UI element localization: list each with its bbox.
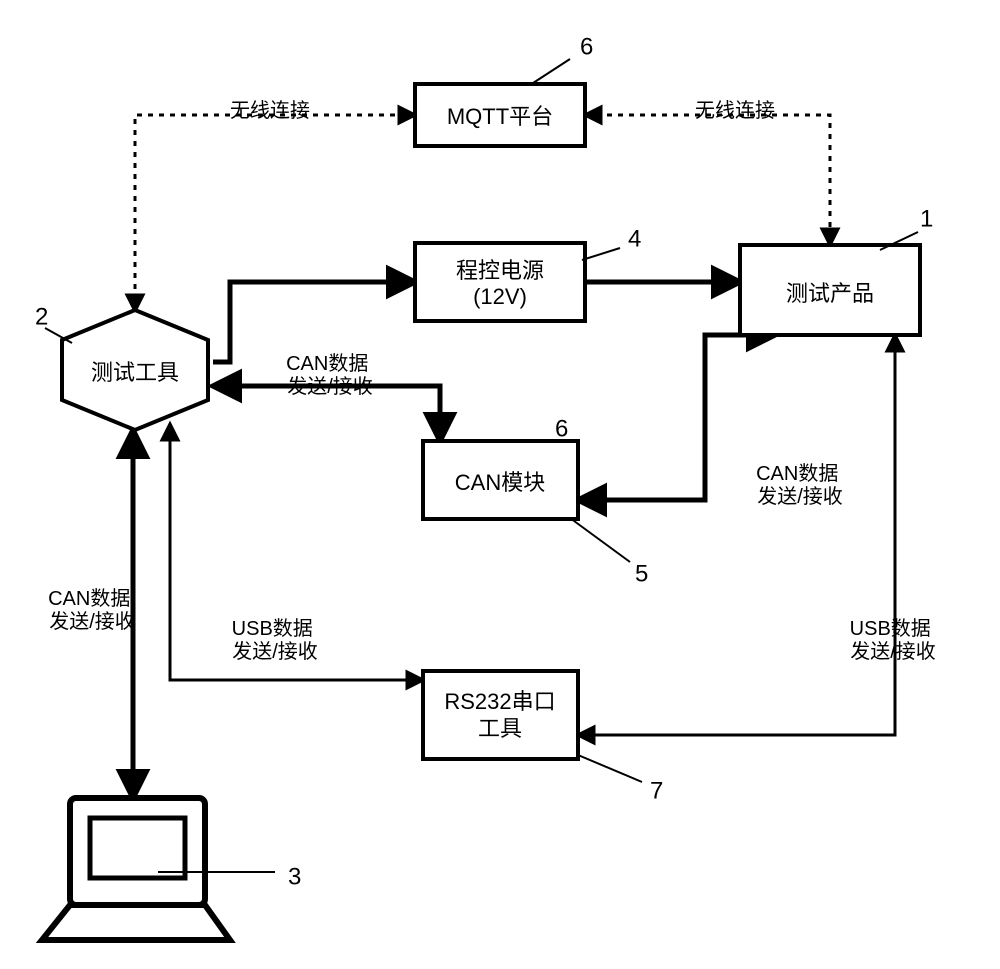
svg-text:(12V): (12V) — [473, 284, 527, 309]
laptop-icon — [42, 798, 230, 940]
node-rs232: RS232串口 工具 — [423, 671, 578, 759]
svg-text:MQTT平台: MQTT平台 — [447, 104, 553, 129]
edge-product-rs232 — [578, 335, 895, 735]
svg-text:4: 4 — [628, 225, 641, 252]
node-power: 程控电源 (12V) — [415, 243, 585, 321]
edge-tool-power — [213, 282, 415, 362]
svg-text:1: 1 — [920, 205, 933, 232]
svg-text:测试工具: 测试工具 — [91, 360, 179, 385]
label-tool-rs232: USB数据 发送/接收 — [232, 617, 319, 663]
label-can-tool: CAN数据 发送/接收 — [286, 352, 374, 398]
svg-text:5: 5 — [635, 560, 648, 587]
node-product: 测试产品 — [740, 245, 920, 335]
label-product-can: CAN数据 发送/接收 — [756, 462, 844, 508]
svg-text:7: 7 — [650, 777, 663, 804]
node-can: CAN模块 — [423, 441, 578, 519]
svg-text:CAN模块: CAN模块 — [455, 470, 545, 495]
edge-product-can — [578, 335, 775, 500]
svg-text:RS232串口: RS232串口 — [444, 689, 555, 714]
label-product-rs232: USB数据 发送/接收 — [850, 617, 937, 663]
node-mqtt: MQTT平台 — [415, 84, 585, 146]
svg-text:6: 6 — [555, 415, 568, 442]
svg-text:测试产品: 测试产品 — [786, 281, 874, 306]
svg-text:工具: 工具 — [478, 716, 522, 741]
node-test-tool: 测试工具 — [62, 310, 208, 430]
label-mqtt-product: 无线连接 — [695, 99, 775, 122]
label-tool-mqtt: 无线连接 — [230, 99, 310, 122]
svg-text:2: 2 — [35, 303, 48, 330]
svg-text:3: 3 — [288, 863, 301, 890]
label-tool-laptop: CAN数据 发送/接收 — [48, 587, 136, 633]
svg-text:6: 6 — [580, 33, 593, 60]
edge-mqtt-product — [585, 115, 830, 245]
svg-text:程控电源: 程控电源 — [456, 258, 544, 283]
system-diagram: 无线连接 无线连接 CAN数据 发送/接收 CAN数据 发送/接收 USB数据 … — [0, 0, 1000, 969]
